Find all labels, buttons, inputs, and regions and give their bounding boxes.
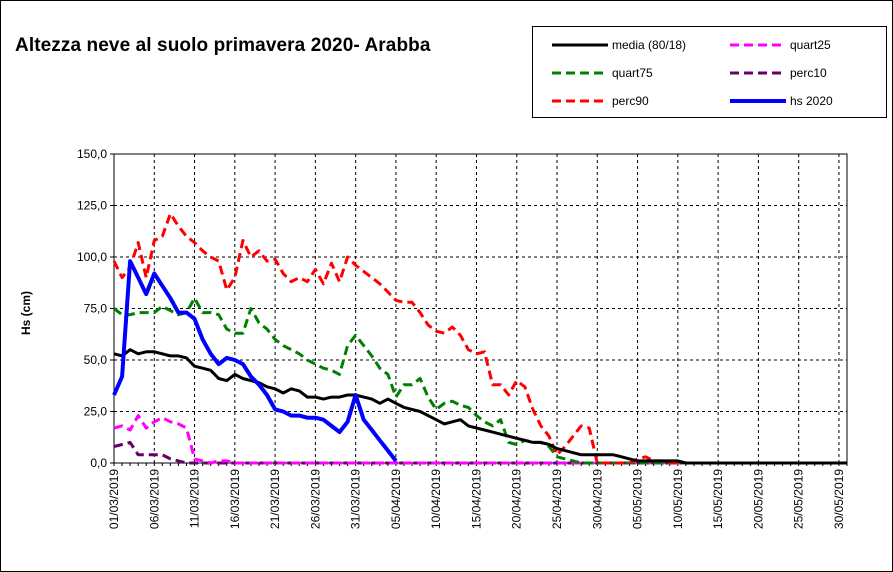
y-axis-label: Hs (cm) <box>19 290 33 336</box>
series-line-perc90 <box>112 212 847 465</box>
y-tick-label: 0,0 <box>90 456 107 470</box>
legend-label-quart75: quart75 <box>612 66 653 80</box>
legend-swatch-hs2020 <box>730 99 786 103</box>
series-line-media-80-18 <box>113 348 847 465</box>
x-tick-label: 20/05/2019 <box>751 469 765 529</box>
x-tick-label: 25/04/2019 <box>550 469 564 529</box>
legend-label-quart25: quart25 <box>790 38 831 52</box>
grid <box>114 153 847 463</box>
x-tick-label: 31/03/2019 <box>349 469 363 529</box>
y-tick-label: 50,0 <box>84 353 108 367</box>
x-tick-label: 06/03/2019 <box>147 469 161 529</box>
y-tick-label: 25,0 <box>84 405 108 419</box>
series-line-hs-2020 <box>112 259 398 463</box>
legend-swatch-quart75 <box>552 71 608 75</box>
x-tick-label: 01/03/2019 <box>107 469 121 529</box>
x-axis: 01/03/2019 06/03/2019 11/03/2019 16/03/2019… <box>107 463 848 529</box>
x-tick-label: 26/03/2019 <box>308 469 322 529</box>
y-tick-label: 100,0 <box>77 250 107 264</box>
x-tick-label: 16/03/2019 <box>228 469 242 529</box>
x-tick-label: 30/05/2019 <box>832 469 846 529</box>
legend-label-perc90: perc90 <box>612 94 649 108</box>
x-tick-label: 10/04/2019 <box>429 469 443 529</box>
legend: media (80/18) quart25 quart75 perc10 per… <box>532 26 887 118</box>
y-tick-label: 150,0 <box>77 147 107 161</box>
legend-label-hs2020: hs 2020 <box>790 94 833 108</box>
legend-swatch-quart25 <box>730 43 786 47</box>
x-tick-label: 30/04/2019 <box>590 469 604 529</box>
x-tick-label: 05/04/2019 <box>389 469 403 529</box>
x-tick-label: 15/05/2019 <box>711 469 725 529</box>
legend-label-media: media (80/18) <box>612 38 687 52</box>
legend-swatch-media <box>552 43 608 47</box>
series-line-quart25 <box>113 414 847 465</box>
x-tick-label: 15/04/2019 <box>469 469 483 529</box>
legend-swatch-perc10 <box>730 71 786 75</box>
x-tick-label: 20/04/2019 <box>510 469 524 529</box>
legend-label-perc10: perc10 <box>790 66 827 80</box>
x-tick-label: 10/05/2019 <box>671 469 685 529</box>
y-tick-label: 75,0 <box>84 302 108 316</box>
chart-title: Altezza neve al suolo primavera 2020- Ar… <box>15 35 431 56</box>
legend-swatch-perc90 <box>552 99 608 103</box>
x-tick-label: 11/03/2019 <box>188 469 202 528</box>
y-axis: 0,0 25,0 50,0 75,0 100,0 125,0 150,0 <box>77 147 114 470</box>
x-tick-label: 25/05/2019 <box>792 469 806 529</box>
x-tick-label: 05/05/2019 <box>631 469 645 529</box>
x-tick-label: 21/03/2019 <box>268 469 282 529</box>
series-lines <box>112 212 847 465</box>
y-tick-label: 125,0 <box>77 199 107 213</box>
